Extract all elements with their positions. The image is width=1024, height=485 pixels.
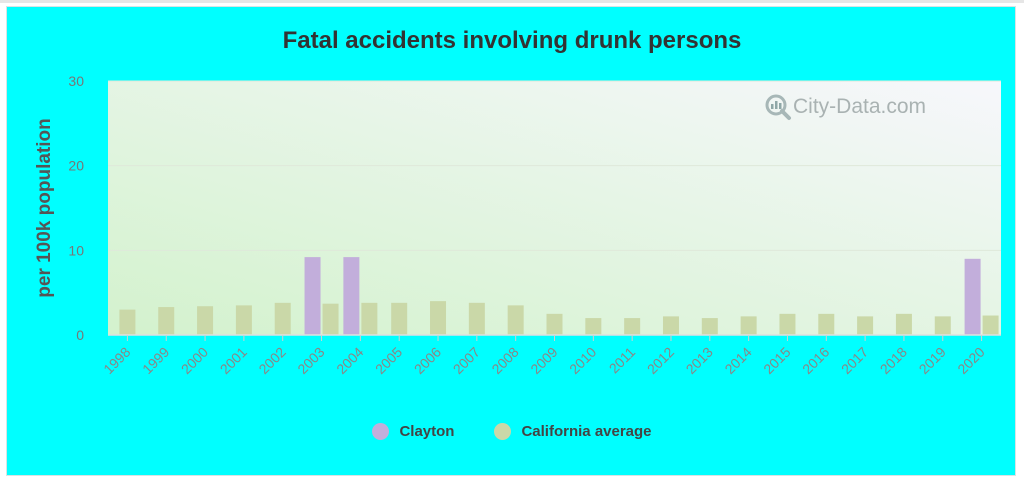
bar-california-average	[468, 302, 485, 335]
legend-item-clayton[interactable]: Clayton	[372, 423, 454, 440]
x-tick-label: 1998	[100, 344, 133, 377]
bar-california-average	[197, 306, 214, 335]
y-tick-label: 30	[68, 73, 84, 89]
bar-california-average	[662, 316, 679, 335]
x-tick-label: 1999	[139, 344, 172, 377]
legend: Clayton California average	[0, 423, 1024, 440]
bar-california-average	[391, 302, 408, 335]
bar-california-average	[546, 313, 563, 335]
gridlines	[108, 80, 1001, 251]
x-tick-label: 2000	[178, 344, 211, 377]
bar-california-average	[779, 313, 796, 335]
bar-clayton	[964, 258, 981, 335]
x-tick-label: 2017	[838, 344, 871, 377]
bar-clayton	[343, 257, 360, 335]
watermark-text: City-Data.com	[793, 95, 926, 118]
bar-california-average	[740, 316, 757, 335]
x-tick-label: 2011	[606, 344, 639, 377]
bar-california-average	[982, 315, 999, 335]
bar-california-average	[857, 316, 874, 335]
bar-california-average	[624, 318, 641, 335]
x-tick-label: 2002	[255, 344, 288, 377]
bar-california-average	[934, 316, 951, 335]
legend-swatch-california	[494, 423, 512, 440]
legend-label-clayton: Clayton	[399, 423, 455, 440]
chart-title: Fatal accidents involving drunk persons	[283, 27, 742, 54]
bar-clayton	[304, 257, 321, 335]
bar-california-average	[585, 318, 602, 335]
bar-california-average	[701, 318, 718, 335]
bar-california-average	[158, 307, 175, 335]
bar-california-average	[361, 302, 378, 335]
x-tick-label: 2014	[721, 344, 754, 377]
bar-california-average	[119, 309, 136, 335]
magnifier-chart-icon	[765, 94, 791, 120]
bar-california-average	[895, 313, 912, 335]
x-tick-label: 2010	[566, 344, 599, 377]
legend-swatch-clayton	[372, 423, 390, 440]
watermark: City-Data.com	[765, 94, 926, 120]
x-tick-label: 2001	[217, 344, 250, 377]
x-tick-label: 2019	[916, 344, 949, 377]
x-tick-label: 2007	[450, 344, 483, 377]
x-tick-label: 2005	[372, 344, 405, 377]
top-border	[0, 0, 1024, 3]
plot-area	[108, 81, 1001, 335]
x-tick-label: 2006	[411, 344, 444, 377]
bar-california-average	[818, 313, 835, 335]
x-tick-label: 2020	[954, 344, 987, 377]
x-tick-label: 2003	[294, 344, 327, 377]
y-tick-label: 10	[68, 242, 84, 258]
x-tick-label: 2004	[333, 344, 366, 377]
x-tick-label: 2009	[527, 344, 560, 377]
bar-california-average	[507, 305, 524, 335]
bar-california-average	[274, 302, 291, 335]
bars	[119, 257, 999, 335]
y-tick-label: 20	[68, 158, 84, 174]
bar-california-average	[235, 305, 252, 335]
x-tick-label: 2018	[877, 344, 910, 377]
x-tick-label: 2013	[683, 344, 716, 377]
y-axis-label: per 100k population	[34, 118, 55, 297]
x-tick-label: 2012	[644, 344, 677, 377]
bar-california-average	[322, 303, 339, 335]
x-tick-label: 2015	[760, 344, 793, 377]
legend-label-california: California average	[521, 423, 652, 440]
x-tick-label: 2008	[488, 344, 521, 377]
legend-item-california[interactable]: California average	[494, 423, 652, 440]
bar-california-average	[430, 301, 447, 335]
y-tick-label: 0	[76, 327, 84, 343]
x-tick-label: 2016	[799, 344, 832, 377]
